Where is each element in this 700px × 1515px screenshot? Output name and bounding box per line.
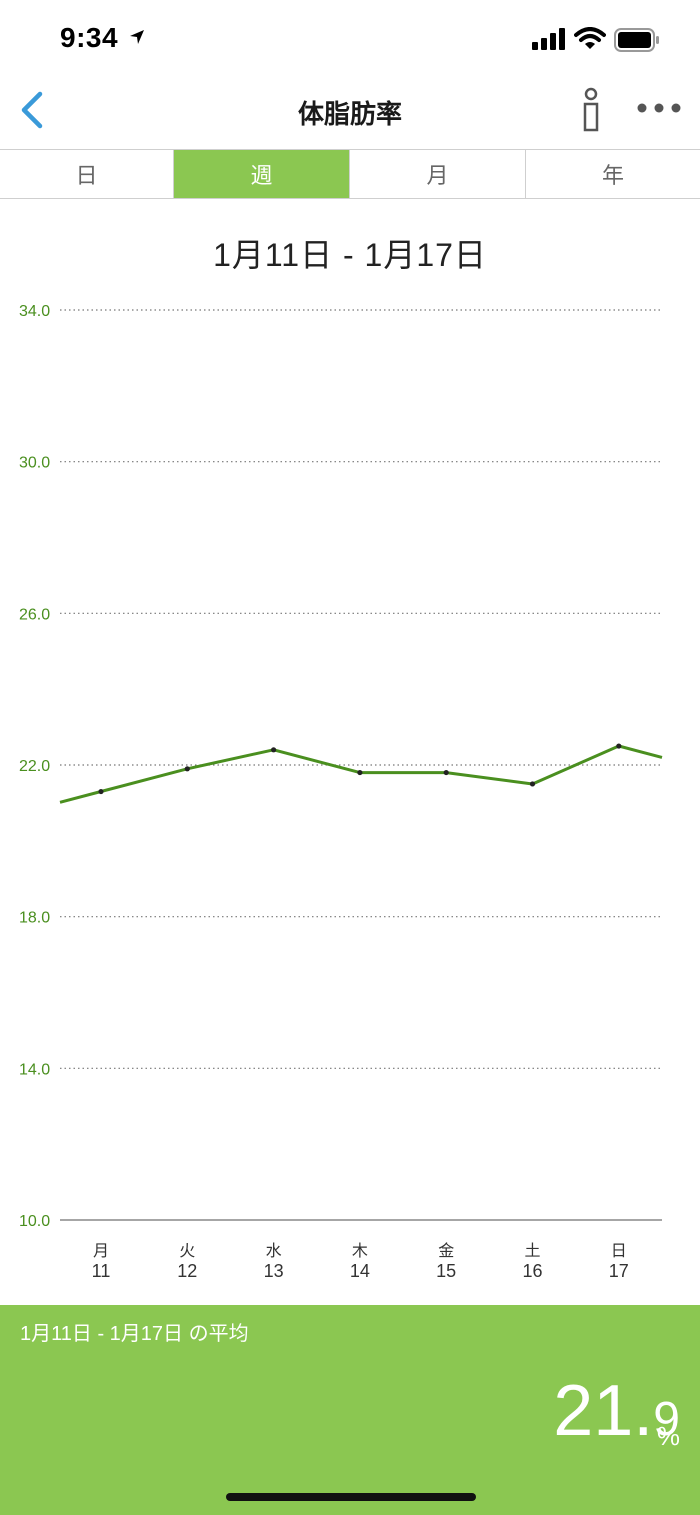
nav-bar: 体脂肪率 [0, 80, 700, 150]
data-point [443, 769, 449, 776]
data-point [529, 781, 536, 787]
data-point [98, 788, 104, 795]
average-panel: 1月11日 - 1月17日 の平均 21.9 % [0, 1305, 700, 1515]
x-tick-date: 12 [177, 1261, 197, 1281]
tab-year[interactable]: 年 [601, 163, 624, 188]
chevron-left-icon [21, 91, 43, 129]
x-tick-date: 14 [350, 1261, 370, 1281]
tab-week[interactable]: 週 [174, 150, 350, 198]
location-arrow-icon [128, 28, 146, 51]
date-range-title: 1月11日 - 1月17日 [213, 237, 487, 273]
x-tick-day: 日 [611, 1243, 627, 1260]
x-tick-day: 水 [266, 1242, 282, 1260]
x-tick-day: 木 [352, 1242, 368, 1260]
x-tick-date: 15 [436, 1261, 456, 1281]
x-tick-date: 13 [264, 1261, 284, 1281]
average-value-decimal: 9 [653, 1393, 680, 1446]
period-tabs: 日 週 月 年 [0, 149, 700, 199]
back-button[interactable] [14, 88, 54, 132]
y-tick-label: 14.0 [19, 1061, 50, 1078]
tab-month[interactable]: 月 [350, 150, 526, 198]
body-fat-line-chart: 34.0 30.0 26.0 22.0 18.0 14.0 10.0 月11 火12 水13 木14… [19, 303, 663, 1281]
y-tick-label: 22.0 [19, 758, 50, 775]
y-tick-label: 34.0 [19, 303, 50, 320]
data-point [357, 769, 363, 776]
average-value-int: 21. [553, 1371, 654, 1451]
cellular-signal-icon [532, 28, 566, 55]
data-point [271, 747, 277, 753]
x-tick-date: 17 [609, 1261, 629, 1281]
x-tick-day: 土 [524, 1242, 540, 1260]
x-tick-date: 16 [522, 1261, 542, 1281]
status-bar: 9:34 [0, 0, 700, 80]
average-value: 21.9 [553, 1375, 680, 1447]
x-tick-day: 火 [179, 1243, 195, 1260]
home-indicator[interactable] [226, 1493, 476, 1501]
more-dots-icon [637, 103, 681, 113]
y-tick-label: 10.0 [19, 1213, 50, 1230]
data-point [184, 766, 190, 772]
info-button[interactable] [578, 86, 604, 134]
status-time: 9:34 [60, 22, 119, 53]
y-tick-label: 18.0 [19, 910, 50, 927]
page-title: 体脂肪率 [297, 99, 402, 129]
tab-day[interactable]: 日 [0, 150, 174, 198]
wifi-icon [574, 27, 606, 56]
average-unit: % [656, 1421, 680, 1451]
info-icon [583, 87, 599, 132]
x-tick-day: 月 [93, 1243, 109, 1260]
x-tick-date: 11 [92, 1261, 111, 1281]
more-options-button[interactable] [634, 96, 684, 120]
data-point [616, 743, 622, 749]
y-tick-label: 30.0 [19, 455, 50, 472]
average-label: 1月11日 - 1月17日 の平均 [20, 1323, 249, 1345]
x-tick-day: 金 [438, 1242, 454, 1260]
y-tick-label: 26.0 [19, 606, 50, 623]
battery-icon [614, 28, 660, 57]
